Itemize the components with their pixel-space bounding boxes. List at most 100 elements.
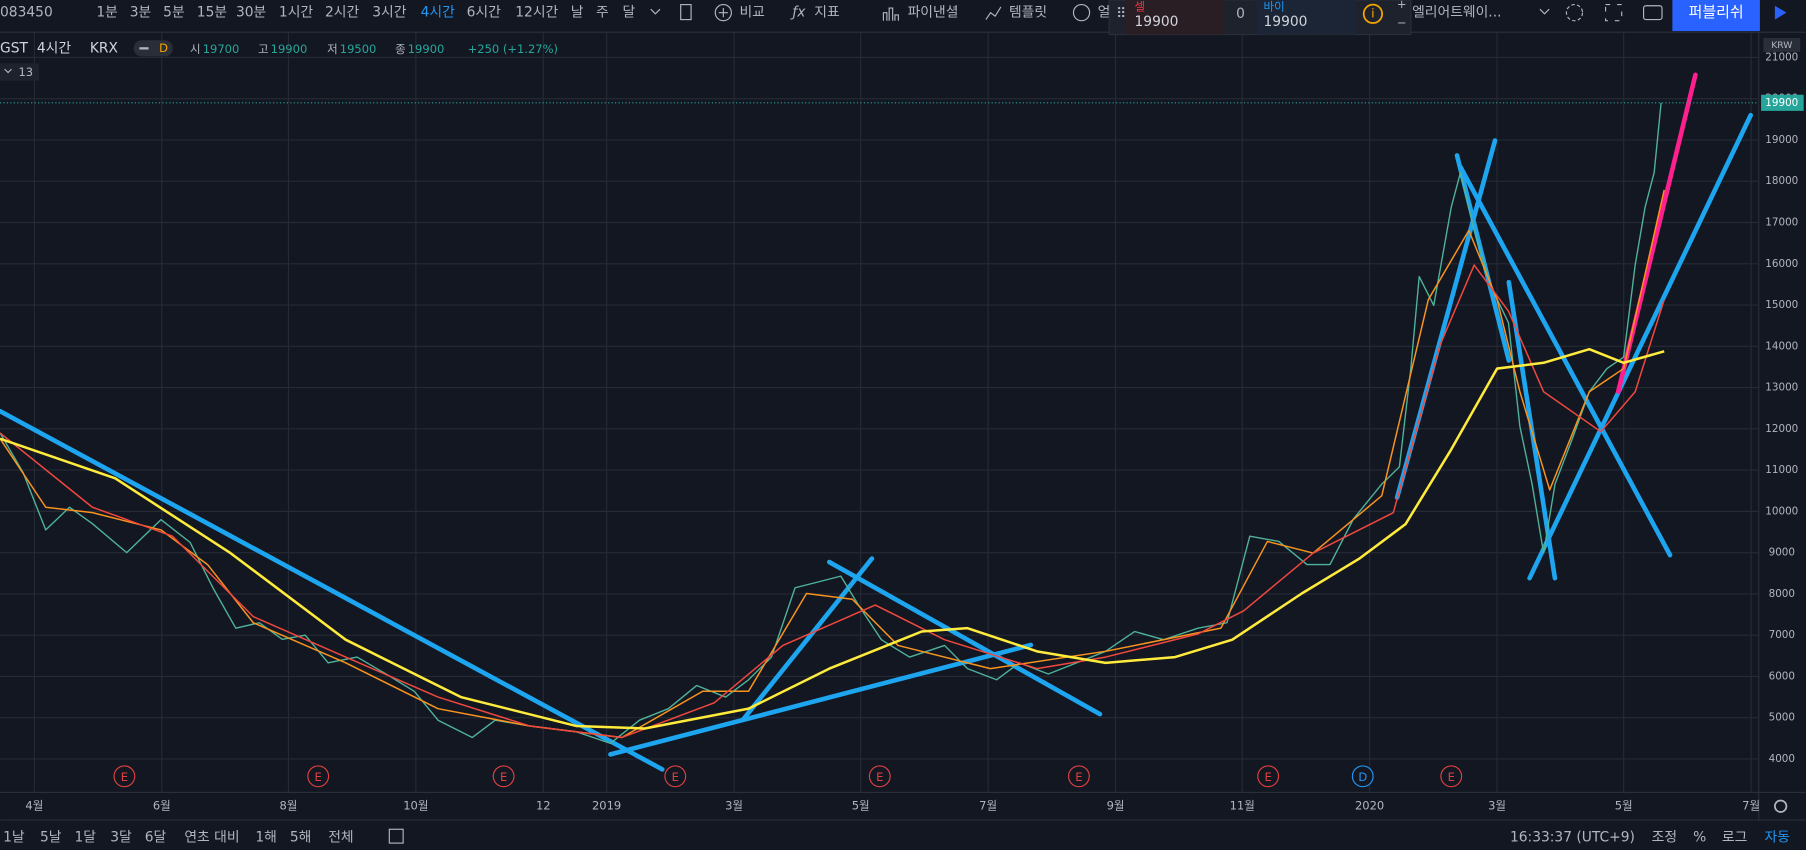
interval-button[interactable]: 달: [623, 5, 636, 21]
event-marker[interactable]: [1351, 765, 1374, 788]
price-label-bg: [1761, 94, 1804, 111]
interval-button[interactable]: 3분: [130, 5, 152, 21]
interval-button[interactable]: 1분: [96, 5, 118, 21]
range-button[interactable]: 5날: [40, 829, 62, 845]
event-label: E: [500, 770, 507, 784]
alert-button[interactable]: 얼: [1098, 5, 1111, 21]
sell-button[interactable]: [1125, 0, 1225, 35]
ohlc: 시 19700 고 19900 저 19500 종 19900 +250 (+1.27%): [190, 42, 558, 56]
compare-button[interactable]: 비교: [739, 5, 764, 21]
interval-button[interactable]: 30분: [236, 5, 266, 21]
y-tick-label: 5000: [1769, 712, 1795, 724]
event-marker[interactable]: [113, 765, 136, 788]
indicators-button[interactable]: 지표: [814, 5, 839, 21]
legend-low: 19500: [340, 42, 377, 56]
x-tick-label: 2020: [1355, 799, 1384, 813]
interval-button[interactable]: 12시간: [515, 5, 558, 21]
interval-button[interactable]: 5분: [163, 5, 184, 21]
event-label: E: [672, 770, 679, 784]
publish-label: 퍼블리쉬: [1689, 3, 1744, 21]
event-marker[interactable]: [307, 765, 330, 788]
x-tick-label: 5월: [852, 799, 870, 813]
range-button[interactable]: 전체: [328, 829, 353, 845]
sell-price: 19900: [1135, 14, 1179, 30]
legend-symbol: GST: [0, 40, 28, 56]
y-tick-label: 19000: [1765, 134, 1798, 146]
event-marker[interactable]: [664, 765, 687, 788]
legend-close: 19900: [408, 42, 445, 56]
buy-button[interactable]: [1256, 0, 1356, 35]
trend-line: [1527, 112, 1753, 581]
event-marker[interactable]: [1257, 765, 1280, 788]
symbol[interactable]: 083450: [0, 5, 53, 21]
x-tick-label: 4월: [25, 799, 43, 813]
axis-settings-icon[interactable]: [1774, 799, 1788, 813]
interval-button[interactable]: 2시간: [325, 5, 359, 21]
info-icon[interactable]: [1362, 3, 1383, 24]
y-tick-label: 8000: [1769, 588, 1795, 600]
event-marker[interactable]: [868, 765, 891, 788]
percent-button[interactable]: %: [1693, 829, 1706, 845]
date-range-icon[interactable]: [388, 828, 404, 844]
price-series: [0, 347, 1665, 730]
auto-button[interactable]: 자동: [1765, 829, 1790, 845]
minus-step[interactable]: −: [1397, 16, 1407, 30]
financials-button[interactable]: 파이낸셜: [908, 5, 959, 21]
y-tick-label: 11000: [1765, 464, 1798, 476]
candle-icon[interactable]: [680, 4, 692, 21]
range-button[interactable]: 6달: [145, 829, 167, 845]
interval-button[interactable]: 주: [596, 5, 609, 21]
trend-line: [1458, 164, 1673, 558]
chevron: [4, 68, 12, 74]
grid: [0, 32, 1759, 793]
y-tick-label: 14000: [1765, 340, 1798, 352]
y-tick-label: 6000: [1769, 670, 1795, 682]
adjust-button[interactable]: 조정: [1652, 829, 1677, 845]
event-marker[interactable]: [1067, 765, 1090, 788]
publish-button[interactable]: [1672, 0, 1760, 32]
chevron[interactable]: [1539, 8, 1550, 15]
price-series: [0, 102, 1662, 745]
play-icon[interactable]: [1774, 5, 1787, 20]
event-marker[interactable]: [1440, 765, 1463, 788]
plus-step[interactable]: +: [1397, 0, 1407, 11]
legend-badge: D: [159, 41, 168, 55]
trend-line: [740, 556, 875, 723]
interval-button[interactable]: 4시간: [421, 5, 455, 21]
range-button[interactable]: 연초 대비: [184, 829, 239, 845]
snapshot-icon[interactable]: [1643, 5, 1663, 21]
x-tick-label: 2019: [592, 799, 621, 813]
template-select[interactable]: 엘리어트웨이...: [1412, 5, 1501, 21]
range-button[interactable]: 5해: [290, 829, 312, 845]
event-label: E: [1075, 770, 1082, 784]
chevron[interactable]: [650, 8, 661, 15]
settings-icon[interactable]: [1565, 4, 1584, 22]
x-tick-label: 5월: [1615, 799, 1633, 813]
y-tick-label: 13000: [1765, 382, 1798, 394]
range-button[interactable]: 1해: [255, 829, 276, 845]
interval-button[interactable]: 15분: [197, 5, 227, 21]
sell-label: 셀: [1135, 0, 1146, 13]
alert-icon: [1072, 4, 1091, 22]
interval-button[interactable]: 1시간: [279, 5, 313, 21]
log-button[interactable]: 로그: [1722, 829, 1747, 845]
templates-button[interactable]: 템플릿: [1009, 5, 1047, 21]
plus-icon[interactable]: [714, 4, 732, 22]
interval-button[interactable]: 날: [571, 5, 584, 21]
y-tick-label: 4000: [1769, 753, 1795, 765]
x-tick-label: 6월: [153, 799, 171, 813]
fullscreen-icon[interactable]: [1604, 4, 1623, 22]
legend-change: +250 (+1.27%): [468, 42, 558, 56]
range-button[interactable]: 1날: [3, 829, 25, 845]
range-button[interactable]: 1달: [74, 829, 96, 845]
range-button[interactable]: 3달: [110, 829, 132, 845]
legend-open-label: 시: [190, 42, 201, 56]
interval-button[interactable]: 6시간: [467, 5, 501, 21]
legend-high: 19900: [271, 42, 308, 56]
event-marker[interactable]: [492, 765, 515, 788]
legend-badge-bg: [133, 40, 173, 57]
price-axis: [1758, 32, 1806, 821]
indicator-toggle[interactable]: [0, 63, 40, 81]
interval-button[interactable]: 3시간: [372, 5, 406, 21]
currency-box: [1763, 38, 1801, 52]
